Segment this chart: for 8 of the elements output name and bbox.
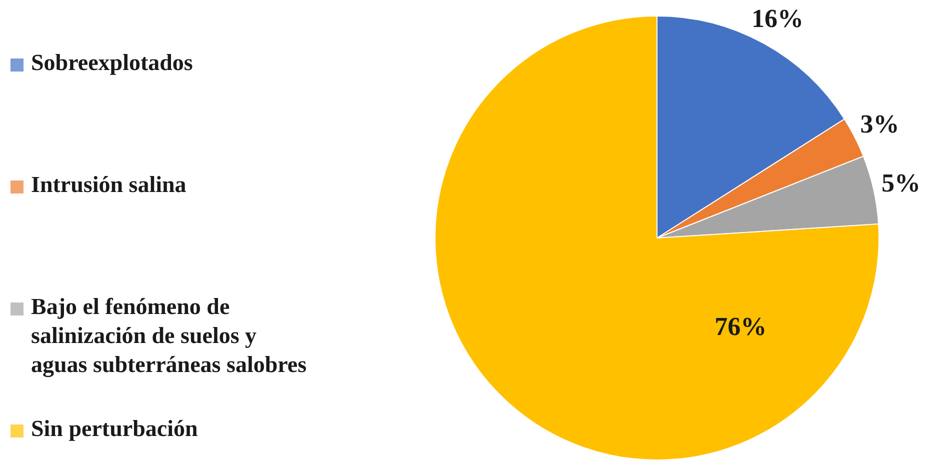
legend-label: Intrusión salina xyxy=(31,172,187,197)
legend-label: Sobreexplotados xyxy=(31,50,193,75)
legend-label: Bajo el fenómeno de salinización de suelos y aguas subterráneas salobres xyxy=(31,294,307,378)
data-label: 3% xyxy=(860,110,900,138)
data-label: 16% xyxy=(751,4,804,33)
data-label: 76% xyxy=(714,312,767,342)
data-label: 5% xyxy=(881,168,920,198)
legend-label: Sin perturbación xyxy=(31,416,198,441)
